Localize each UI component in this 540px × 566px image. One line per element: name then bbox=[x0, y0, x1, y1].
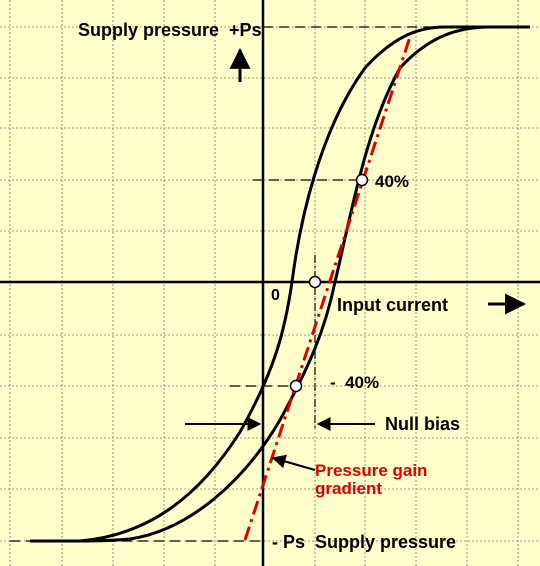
null-bias-label: Null bias bbox=[385, 414, 460, 434]
arrows bbox=[185, 47, 527, 471]
forty-upper-label: 40% bbox=[375, 172, 409, 191]
gradient-label: gradient bbox=[315, 479, 382, 498]
forty-lower-label: - 40% bbox=[330, 373, 379, 392]
input-current-label: Input current bbox=[337, 295, 448, 315]
pressure-gain-label: Pressure gain bbox=[315, 461, 427, 480]
gain-pointer-arrow bbox=[271, 454, 316, 471]
supply-pressure-top-label: Supply pressure +Ps bbox=[78, 20, 262, 40]
right-curve bbox=[59, 25, 530, 543]
marker-circles bbox=[289, 173, 369, 393]
supply-pressure-bottom-label: - Ps Supply pressure bbox=[272, 532, 456, 552]
hysteresis-curves bbox=[29, 25, 530, 543]
forty-lower-point bbox=[289, 379, 303, 393]
null-bias-point bbox=[308, 275, 322, 289]
forty-upper-point bbox=[355, 173, 369, 187]
origin-label: 0 bbox=[271, 287, 280, 304]
labels: Supply pressure +Ps 0 Input current 40% … bbox=[78, 20, 460, 552]
left-curve bbox=[29, 25, 525, 543]
